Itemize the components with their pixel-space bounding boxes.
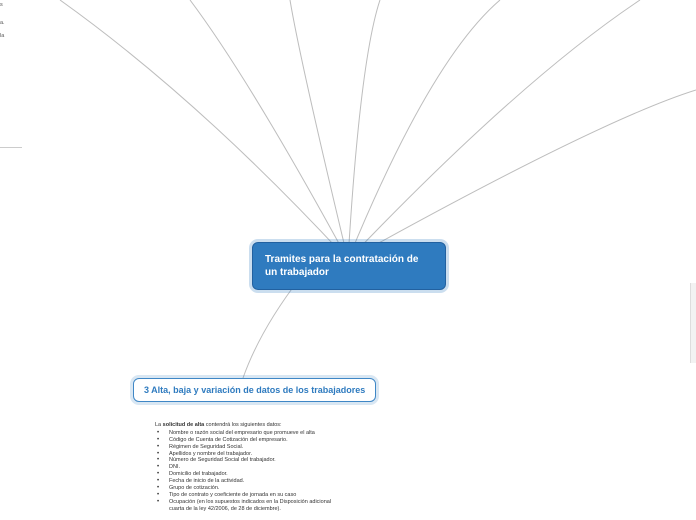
note-intro: La solicitud de alta contendrá los sigui… xyxy=(155,422,335,429)
central-topic-label: Tramites para la contratación de un trab… xyxy=(265,254,418,278)
central-topic[interactable]: Tramites para la contratación de un trab… xyxy=(252,242,446,290)
note-intro-bold: solicitud de alta xyxy=(163,422,205,428)
note-item-list: Nombre o razón social del empresario que… xyxy=(155,430,335,513)
note-item: Apellidos y nombre del trabajador. xyxy=(155,451,335,458)
note-item: Régimen de Seguridad Social. xyxy=(155,444,335,451)
note-intro-post: contendrá los siguientes datos: xyxy=(204,422,281,428)
note-item: Código de Cuenta de Cotización del empre… xyxy=(155,437,335,444)
left-divider xyxy=(0,147,22,148)
offscreen-fragment-1: s xyxy=(0,2,5,9)
offscreen-fragment-3: la xyxy=(0,33,6,40)
note-intro-pre: La xyxy=(155,422,163,428)
note-item: Domicilio del trabajador. xyxy=(155,471,335,478)
note-item: DNI. xyxy=(155,464,335,471)
child-topic-alta-baja[interactable]: 3 Alta, baja y variación de datos de los… xyxy=(133,378,376,402)
note-item: Ocupación (en los supuestos indicados en… xyxy=(155,499,335,513)
note-item: Fecha de inicio de la actividad. xyxy=(155,478,335,485)
offscreen-fragment-2: a. xyxy=(0,20,5,27)
note-item: Número de Seguridad Social del trabajado… xyxy=(155,457,335,464)
child-topic-label: 3 Alta, baja y variación de datos de los… xyxy=(144,385,365,395)
note-item: Grupo de cotización. xyxy=(155,485,335,492)
note-item: Tipo de contrato y coeficiente de jornad… xyxy=(155,492,335,499)
note-solicitud-alta: La solicitud de alta contendrá los sigui… xyxy=(155,422,335,512)
right-side-panel xyxy=(690,283,696,363)
note-item: Nombre o razón social del empresario que… xyxy=(155,430,335,437)
